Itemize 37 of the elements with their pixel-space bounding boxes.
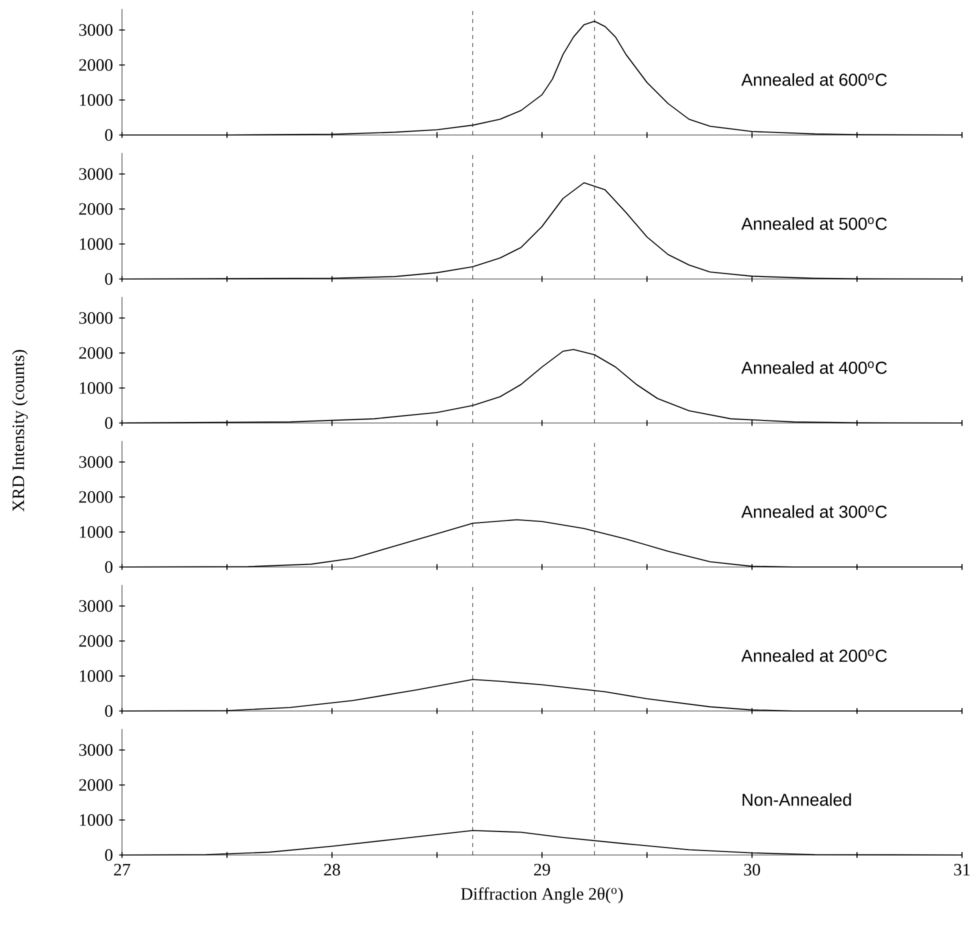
x-tick-label: 30 [744,864,760,876]
y-tick-label: 2000 [79,59,112,71]
y-tick-label: 1000 [80,382,112,394]
y-tick-label: 2000 [79,779,112,791]
y-tick-label: 3000 [79,24,112,36]
annotation: Annealed at 300$^{o}$C [741,505,887,518]
annotation: Annealed at 400$^{o}$C [741,361,887,374]
x-axis-title: Diffraction Angle 2θ($^{o}$) [461,887,623,904]
y-tick-label: 0 [105,849,112,861]
y-axis-title: XRD Intensity (counts) [12,350,28,512]
y-tick-label: 0 [105,705,112,717]
x-tick-label: 28 [324,864,340,876]
x-tick-label: 29 [534,864,550,876]
annotation: Annealed at 200$^{o}$C [741,649,887,662]
y-tick-label: 0 [105,417,112,429]
x-tick-label: 31 [954,864,970,876]
y-tick-label: 0 [105,273,112,285]
y-tick-label: 3000 [79,456,112,468]
y-tick-label: 0 [105,561,112,573]
y-tick-label: 3000 [79,600,112,612]
y-tick-label: 0 [105,129,112,141]
y-tick-label: 3000 [79,312,112,324]
annotation: Non-Annealed [742,793,851,806]
y-tick-label: 2000 [79,347,112,359]
y-tick-label: 1000 [80,814,112,826]
y-tick-label: 2000 [79,635,112,647]
y-tick-label: 3000 [79,168,112,180]
y-tick-label: 1000 [80,238,112,250]
y-tick-label: 2000 [79,203,112,215]
y-tick-label: 1000 [80,526,112,538]
annotation: Annealed at 500$^{o}$C [741,217,887,230]
x-tick-label: 27 [114,864,130,876]
y-tick-label: 1000 [80,670,112,682]
y-tick-label: 1000 [80,94,112,106]
y-tick-label: 3000 [79,744,112,756]
annotation: Annealed at 600$^{o}$C [741,73,887,86]
y-tick-label: 2000 [79,491,112,503]
